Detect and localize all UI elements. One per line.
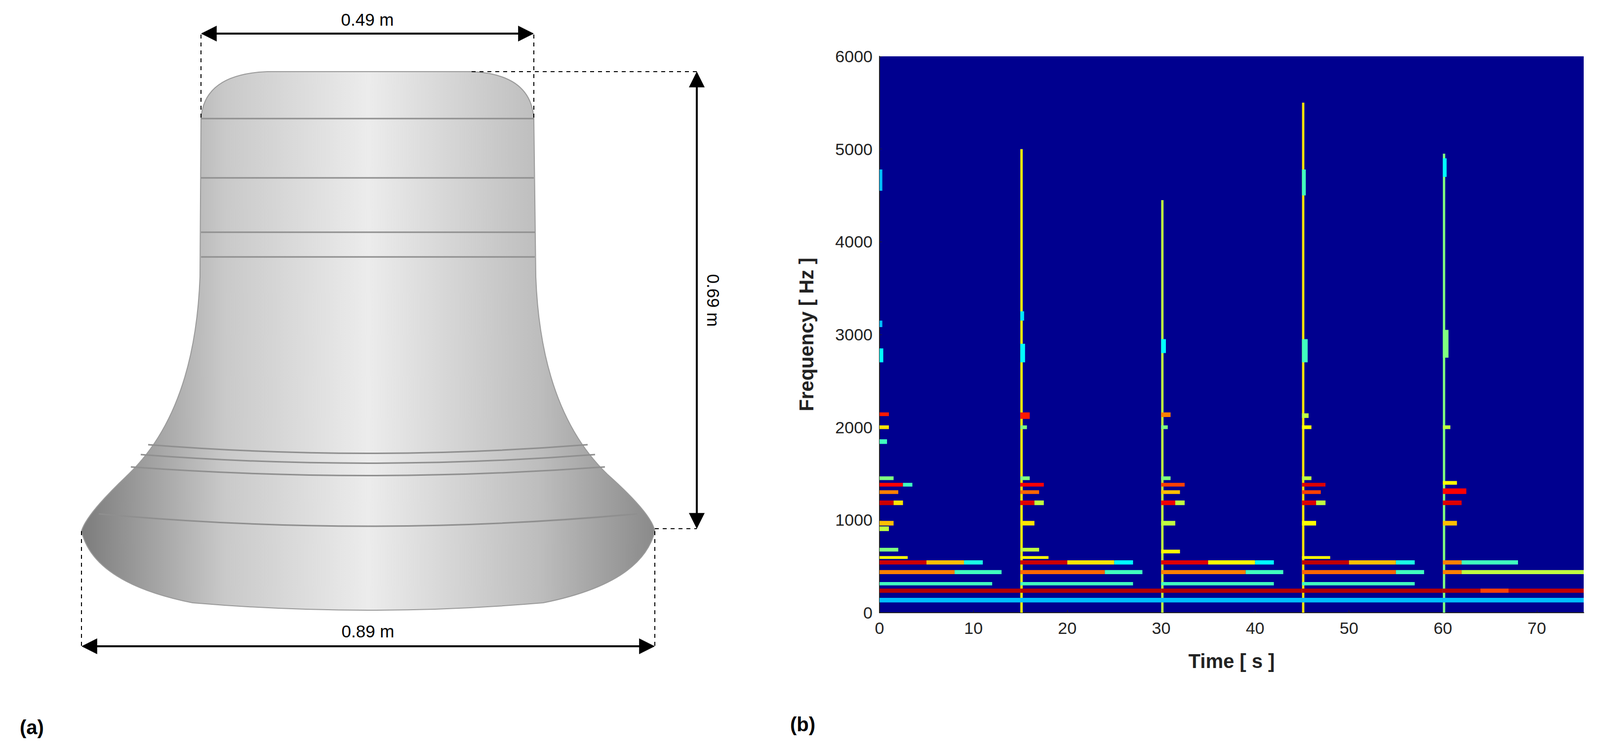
- svg-text:(a): (a): [19, 716, 44, 738]
- svg-text:0: 0: [863, 602, 873, 622]
- svg-text:Time [ s ]: Time [ s ]: [1188, 649, 1276, 672]
- svg-text:10: 10: [963, 618, 983, 638]
- svg-text:30: 30: [1151, 618, 1171, 638]
- svg-text:1000: 1000: [835, 510, 873, 529]
- svg-text:2000: 2000: [835, 417, 873, 437]
- svg-text:0: 0: [875, 618, 885, 638]
- svg-text:3000: 3000: [835, 324, 873, 344]
- svg-text:50: 50: [1339, 618, 1359, 638]
- svg-text:5000: 5000: [835, 139, 873, 159]
- svg-text:4000: 4000: [835, 232, 873, 251]
- svg-text:60: 60: [1433, 618, 1453, 638]
- svg-text:70: 70: [1527, 618, 1547, 638]
- svg-text:Frequency [ Hz ]: Frequency [ Hz ]: [795, 257, 818, 411]
- svg-text:6000: 6000: [835, 46, 873, 66]
- svg-text:40: 40: [1245, 618, 1265, 638]
- html-text:(b): (b): [790, 713, 816, 735]
- svg-text:0.69 m: 0.69 m: [703, 274, 723, 327]
- svg-text:20: 20: [1057, 618, 1077, 638]
- svg-text:0.49 m: 0.49 m: [341, 9, 395, 30]
- svg-text:0.89 m: 0.89 m: [341, 621, 395, 641]
